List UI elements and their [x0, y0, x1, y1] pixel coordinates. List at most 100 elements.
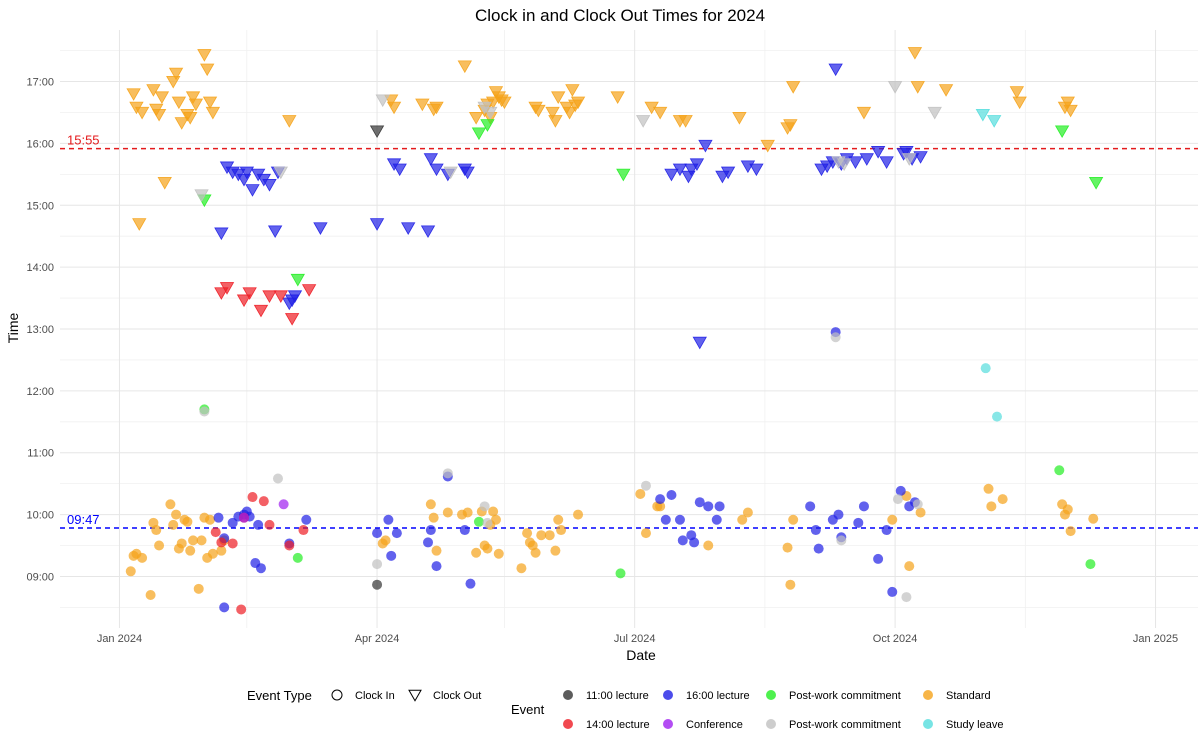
clock-out-point: [239, 166, 255, 180]
clock-out-point: [171, 96, 187, 110]
clock-out-point: [879, 156, 894, 169]
clock-out-point: [282, 115, 297, 128]
clock-in-point: [703, 501, 714, 512]
clock-in-point: [522, 528, 533, 539]
y-tick-label: 14:00: [26, 262, 54, 274]
clock-in-point: [423, 537, 434, 548]
clock-out-point: [185, 91, 201, 104]
clock-in-point: [168, 519, 179, 530]
legend-swatch: [766, 719, 776, 729]
legend-swatch: [663, 719, 673, 729]
clock-out-point: [369, 125, 385, 139]
clock-out-point: [551, 91, 566, 104]
clock-in-point: [193, 583, 204, 594]
clock-in-point: [205, 514, 216, 525]
clock-in-point: [805, 501, 816, 512]
clock-in-point: [258, 496, 269, 507]
clock-out-point: [415, 98, 430, 112]
legend-triangle-marker: [408, 689, 422, 702]
legend-label: Study leave: [946, 719, 1003, 731]
clock-out-point: [420, 225, 436, 239]
clock-in-point: [125, 566, 136, 577]
clock-out-point: [154, 91, 170, 104]
y-axis-title: Time: [5, 312, 21, 343]
clock-in-point: [488, 506, 499, 517]
clock-out-point: [692, 336, 707, 350]
clock-in-point: [556, 525, 567, 536]
clock-in-point: [292, 552, 303, 563]
clock-in-point: [247, 492, 258, 503]
clock-out-point: [471, 127, 487, 141]
x-tick-label: Oct 2024: [873, 633, 918, 645]
clock-out-point: [720, 166, 736, 180]
clock-in-point: [901, 592, 912, 603]
legend-label: Standard: [946, 690, 991, 702]
clock-in-point: [459, 525, 470, 536]
y-tick-label: 10:00: [26, 510, 54, 522]
legend-swatch: [663, 690, 673, 700]
legend-circle-marker: [331, 689, 343, 701]
clock-in-point: [428, 512, 439, 523]
clock-in-point: [188, 535, 199, 546]
legend: Event Type Clock In Clock Out Event 11:00 le…: [247, 688, 1003, 731]
clock-in-point: [1088, 513, 1099, 524]
clock-in-point: [887, 586, 898, 597]
clock-out-point: [168, 67, 184, 81]
clock-in-point: [207, 548, 218, 559]
clock-out-point: [126, 88, 141, 101]
clock-out-point: [174, 117, 189, 130]
y-tick-label: 11:00: [27, 448, 54, 460]
clock-out-point: [856, 106, 872, 120]
clock-in-point: [782, 542, 793, 553]
clock-in-point: [278, 499, 289, 510]
clock-in-point: [836, 535, 847, 546]
clock-out-point: [183, 112, 198, 125]
clock-in-point: [482, 517, 493, 528]
clock-in-point: [980, 363, 991, 374]
clock-in-point: [199, 406, 210, 417]
clock-in-point: [737, 514, 748, 525]
clock-in-point: [482, 543, 493, 554]
clock-out-point: [429, 101, 444, 115]
clock-in-point: [873, 553, 884, 564]
clock-in-point: [425, 525, 436, 536]
clock-out-point: [545, 106, 560, 120]
clock-in-point: [372, 559, 383, 570]
x-tick-label: Jan 2024: [97, 633, 142, 645]
clock-out-point: [652, 106, 668, 120]
reference-line-label: 09:47: [67, 512, 100, 527]
clock-in-point: [986, 501, 997, 512]
clock-out-point: [386, 101, 402, 115]
clock-out-point: [242, 287, 257, 300]
clock-in-point: [635, 488, 646, 499]
clock-out-point: [497, 96, 512, 110]
clock-in-point: [171, 509, 182, 520]
clock-out-point: [313, 222, 328, 235]
clock-in-point: [137, 552, 148, 563]
clock-out-point: [262, 290, 277, 303]
clock-in-point: [490, 514, 501, 525]
clock-in-point: [473, 516, 484, 527]
clock-out-point: [565, 84, 580, 97]
legend-shape-label: Clock Out: [433, 690, 481, 702]
clock-in-point: [272, 473, 283, 484]
clock-in-point: [442, 468, 453, 479]
clock-out-point: [785, 81, 801, 94]
clock-in-point: [516, 563, 527, 574]
data-points: [125, 47, 1104, 615]
clock-out-point: [375, 94, 390, 108]
clock-out-point: [290, 273, 305, 287]
clock-out-point: [267, 225, 283, 239]
clock-in-point: [660, 514, 671, 525]
clock-in-point: [810, 525, 821, 536]
clock-in-point: [830, 332, 841, 343]
clock-out-point: [146, 84, 161, 97]
clock-out-point: [760, 139, 775, 153]
clock-out-point: [429, 163, 444, 177]
clock-out-point: [443, 166, 458, 180]
x-tick-label: Jan 2025: [1133, 633, 1178, 645]
clock-in-point: [383, 514, 394, 525]
legend-swatch: [766, 690, 776, 700]
clock-in-point: [915, 507, 926, 518]
